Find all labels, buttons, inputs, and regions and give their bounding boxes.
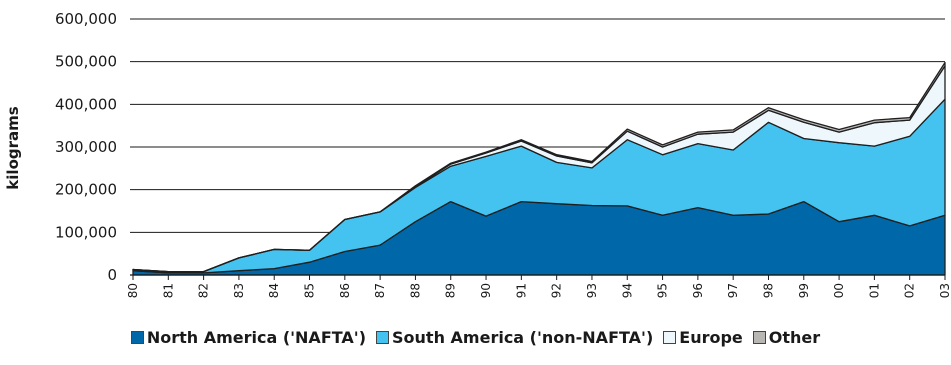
x-tick-label: 97 — [726, 283, 740, 298]
x-tick-label: 99 — [797, 283, 811, 298]
legend-item: Other — [752, 328, 821, 347]
stacked-area-chart: 0 100,000 200,000 300,000 400,000 500,000 600,… — [4, 10, 951, 298]
x-tick-label: 02 — [903, 283, 917, 298]
x-tick-label: 93 — [585, 283, 599, 298]
x-tick-label: 01 — [867, 283, 881, 298]
x-tick-label: 84 — [267, 283, 281, 298]
y-tick-label: 500,000 — [55, 53, 117, 71]
x-tick-label: 82 — [197, 283, 211, 298]
y-axis-label: kilograms — [4, 106, 22, 189]
x-tick-label: 87 — [373, 283, 387, 298]
x-tick-label: 83 — [232, 283, 246, 298]
legend-swatch — [663, 331, 677, 344]
legend-label: Other — [768, 328, 821, 347]
x-tick-label: 81 — [161, 283, 175, 298]
y-tick-label: 100,000 — [55, 223, 117, 241]
legend-label: South America ('non-NAFTA') — [392, 328, 654, 347]
x-tick-label: 00 — [832, 283, 846, 298]
x-tick-label: 98 — [761, 283, 775, 298]
legend-swatch — [130, 331, 144, 344]
legend-label: Europe — [679, 328, 743, 347]
y-tick-labels: 0 100,000 200,000 300,000 400,000 500,000 600,… — [55, 10, 117, 284]
legend-item: Europe — [663, 328, 743, 347]
x-tick-label: 03 — [938, 283, 951, 298]
legend-item: South America ('non-NAFTA') — [376, 328, 653, 347]
area-series — [132, 61, 946, 276]
legend-label: North America ('NAFTA') — [146, 328, 367, 347]
x-tick-label: 86 — [338, 283, 352, 298]
legend: North America ('NAFTA') South America ('n… — [0, 328, 951, 348]
y-tick-label: 300,000 — [55, 138, 117, 156]
x-tick-label: 80 — [126, 283, 140, 298]
y-tick-label: 0 — [107, 266, 117, 284]
legend-swatch — [376, 331, 390, 344]
area-other — [132, 61, 946, 273]
x-tick-label: 88 — [408, 283, 422, 298]
x-tick-labels: 80 81 82 83 84 85 86 87 88 89 90 91 92 93 94 95 96 97 98 99… — [126, 275, 951, 298]
legend-swatch — [752, 331, 766, 344]
x-tick-label: 95 — [656, 283, 670, 298]
x-tick-label: 96 — [691, 283, 705, 298]
x-tick-label: 94 — [620, 283, 634, 298]
y-tick-label: 600,000 — [55, 10, 117, 28]
y-tick-label: 200,000 — [55, 181, 117, 199]
x-tick-label: 90 — [479, 283, 493, 298]
x-tick-label: 89 — [444, 283, 458, 298]
legend-item: North America ('NAFTA') — [130, 328, 367, 347]
x-tick-label: 91 — [514, 283, 528, 298]
y-tick-label: 400,000 — [55, 95, 117, 113]
x-tick-label: 92 — [550, 283, 564, 298]
x-tick-label: 85 — [303, 283, 317, 298]
